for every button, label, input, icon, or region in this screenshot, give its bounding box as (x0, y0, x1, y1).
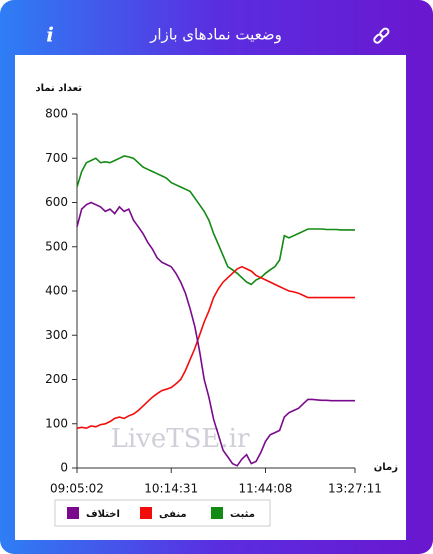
series-line (76, 155, 355, 286)
link-icon[interactable] (373, 27, 390, 44)
x-tick-label: 10:14:31 (144, 482, 198, 496)
series-line (76, 265, 355, 430)
legend-swatch (140, 507, 152, 519)
y-tick-label: 400 (45, 284, 68, 298)
y-tick-label: 300 (45, 328, 68, 342)
series-line (76, 201, 355, 467)
y-tick-label: 100 (45, 416, 68, 430)
legend (54, 499, 271, 527)
y-tick-label: 200 (45, 372, 68, 386)
legend-label: مثبت (230, 509, 255, 520)
info-icon[interactable]: i (46, 23, 54, 47)
y-tick-label: 800 (45, 107, 68, 121)
legend-swatch (211, 507, 223, 519)
legend-label: منفی (159, 509, 187, 520)
y-tick-label: 500 (45, 239, 68, 253)
title: وضعیت نمادهای بازار (149, 26, 282, 44)
y-tick-label: 700 (45, 151, 68, 165)
x-tick-label: 09:05:02 (50, 482, 104, 496)
watermark: LiveTSE.ir (111, 424, 250, 454)
y-axis-label: تعداد نماد (35, 83, 82, 94)
y-tick-label: 0 (60, 461, 68, 475)
x-tick-label: 13:27:11 (328, 482, 382, 496)
x-axis-label: زمان (374, 462, 398, 473)
x-tick-label: 11:44:08 (239, 482, 293, 496)
y-tick-label: 600 (45, 195, 68, 209)
legend-swatch (67, 507, 79, 519)
legend-label: اختلاف (86, 509, 120, 520)
